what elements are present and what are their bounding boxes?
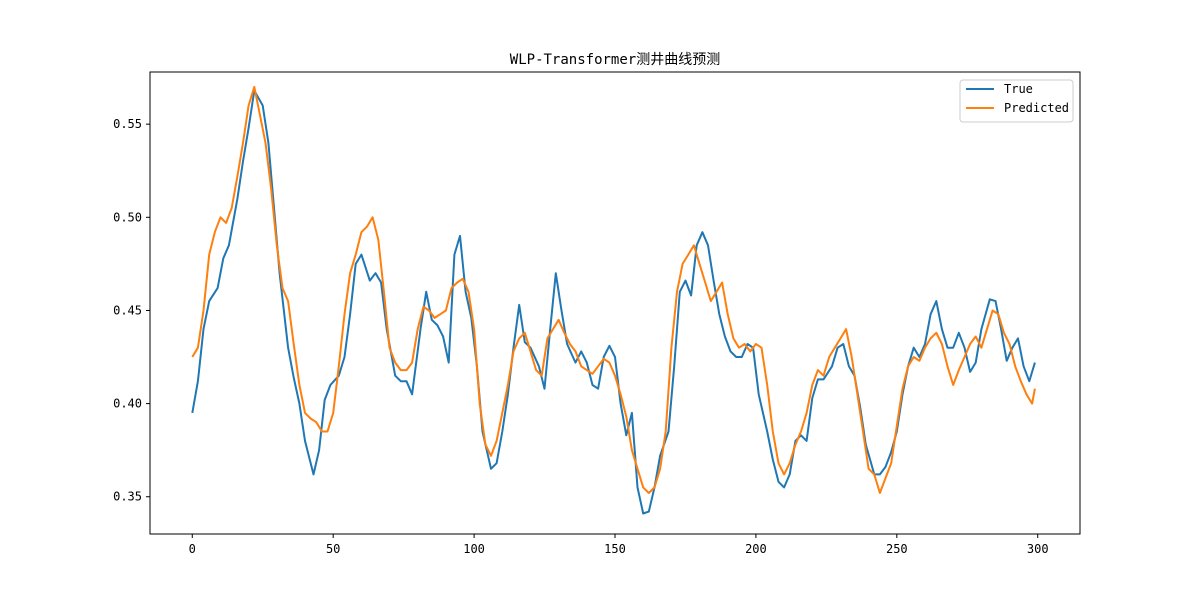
x-tick-label: 100	[463, 542, 485, 556]
y-tick-label: 0.45	[113, 303, 142, 317]
x-tick-label: 250	[886, 542, 908, 556]
series-layer	[191, 85, 1036, 515]
x-tick-label: 50	[326, 542, 340, 556]
x-axis: 0 50 100 150 200 250 300	[189, 534, 1049, 556]
series-line-true	[191, 89, 1036, 515]
y-tick-label: 0.40	[113, 397, 142, 411]
x-tick-label: 0	[189, 542, 196, 556]
y-tick-label: 0.50	[113, 210, 142, 224]
legend-label-true: True	[1004, 82, 1033, 96]
legend: True Predicted	[959, 79, 1074, 123]
legend-box	[959, 79, 1074, 123]
x-tick-label: 200	[745, 542, 767, 556]
legend-label-predicted: Predicted	[1004, 101, 1069, 115]
x-tick-label: 150	[604, 542, 626, 556]
axes-frame	[149, 71, 1081, 535]
y-axis: 0.35 0.40 0.45 0.50 0.55	[113, 117, 150, 504]
x-tick-label: 300	[1027, 542, 1049, 556]
chart-title: WLP-Transformer测井曲线预测	[510, 52, 720, 68]
y-tick-label: 0.35	[113, 490, 142, 504]
series-line-predicted	[191, 85, 1036, 494]
y-tick-label: 0.55	[113, 117, 142, 131]
